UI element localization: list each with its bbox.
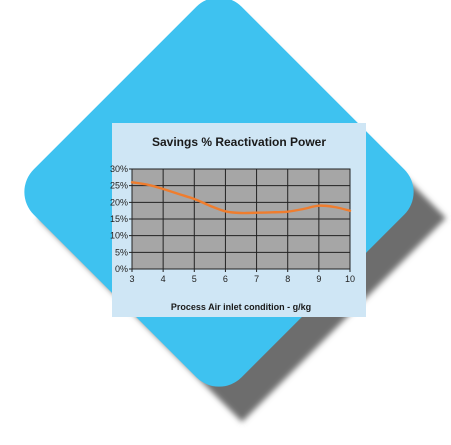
y-tick-label: 0% bbox=[115, 264, 128, 274]
y-tick-label: 20% bbox=[110, 197, 128, 207]
x-tick-label: 3 bbox=[129, 274, 134, 284]
x-tick-label: 4 bbox=[161, 274, 166, 284]
x-tick-label: 6 bbox=[223, 274, 228, 284]
y-tick-label: 25% bbox=[110, 181, 128, 191]
y-tick-label: 5% bbox=[115, 247, 128, 257]
gridlines bbox=[129, 168, 351, 272]
chart-title: Savings % Reactivation Power bbox=[152, 135, 326, 149]
x-tick-labels: 3 4 5 6 7 8 9 10 bbox=[129, 274, 355, 284]
y-tick-label: 30% bbox=[110, 164, 128, 174]
x-tick-label: 8 bbox=[285, 274, 290, 284]
x-tick-label: 7 bbox=[254, 274, 259, 284]
x-tick-label: 9 bbox=[316, 274, 321, 284]
x-tick-label: 10 bbox=[345, 274, 355, 284]
x-axis-label: Process Air inlet condition - g/kg bbox=[171, 302, 311, 312]
y-tick-label: 10% bbox=[110, 231, 128, 241]
y-tick-label: 15% bbox=[110, 214, 128, 224]
y-tick-labels: 0% 5% 10% 15% 20% 25% 30% bbox=[110, 164, 128, 274]
series-line bbox=[130, 181, 352, 215]
x-tick-label: 5 bbox=[192, 274, 197, 284]
